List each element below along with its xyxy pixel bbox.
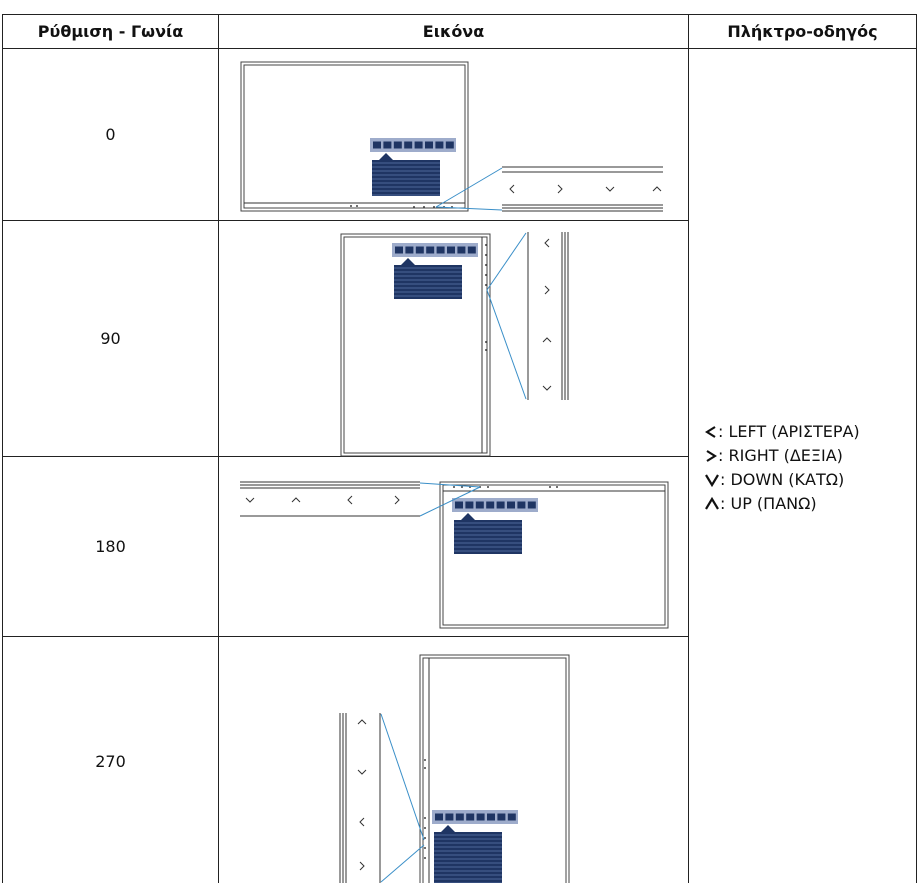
header-row: Ρύθμιση - Γωνία Εικόνα Πλήκτρο-οδηγός — [2, 14, 917, 49]
key-item: : DOWN (ΚΑΤΩ) — [705, 468, 916, 492]
angle-cell: 270 — [2, 636, 219, 883]
key-text: : LEFT (ΑΡΙΣΤΕΡΑ) — [718, 422, 860, 441]
key-text: : DOWN (ΚΑΤΩ) — [720, 470, 845, 489]
key-cell: : LEFT (ΑΡΙΣΤΕΡΑ) : RIGHT (ΔΕΞΙΑ) : DOWN… — [688, 48, 917, 883]
image-cell — [218, 636, 689, 883]
down-icon — [705, 473, 719, 487]
key-text: : UP (ΠΑΝΩ) — [720, 494, 817, 513]
angle-cell: 0 — [2, 48, 219, 221]
column-header: Ρύθμιση - Γωνία — [2, 14, 219, 49]
key-text: : RIGHT (ΔΕΞΙΑ) — [718, 446, 843, 465]
column-header: Εικόνα — [218, 14, 689, 49]
rotation-table: Ρύθμιση - Γωνία Εικόνα Πλήκτρο-οδηγός 0 … — [2, 14, 917, 883]
left-icon — [705, 425, 716, 438]
key-item: : LEFT (ΑΡΙΣΤΕΡΑ) — [705, 420, 916, 444]
column-header: Πλήκτρο-οδηγός — [688, 14, 917, 49]
angle-cell: 90 — [2, 220, 219, 457]
image-cell — [218, 220, 689, 457]
image-cell — [218, 48, 689, 221]
right-icon — [706, 449, 717, 462]
key-item: : RIGHT (ΔΕΞΙΑ) — [705, 444, 916, 468]
image-cell — [218, 456, 689, 637]
key-item: : UP (ΠΑΝΩ) — [705, 492, 916, 516]
angle-cell: 180 — [2, 456, 219, 637]
up-icon — [705, 496, 719, 510]
row: 0 : LEFT (ΑΡΙΣΤΕΡΑ) : RIGHT (ΔΕΞΙΑ) : DO… — [2, 48, 917, 883]
